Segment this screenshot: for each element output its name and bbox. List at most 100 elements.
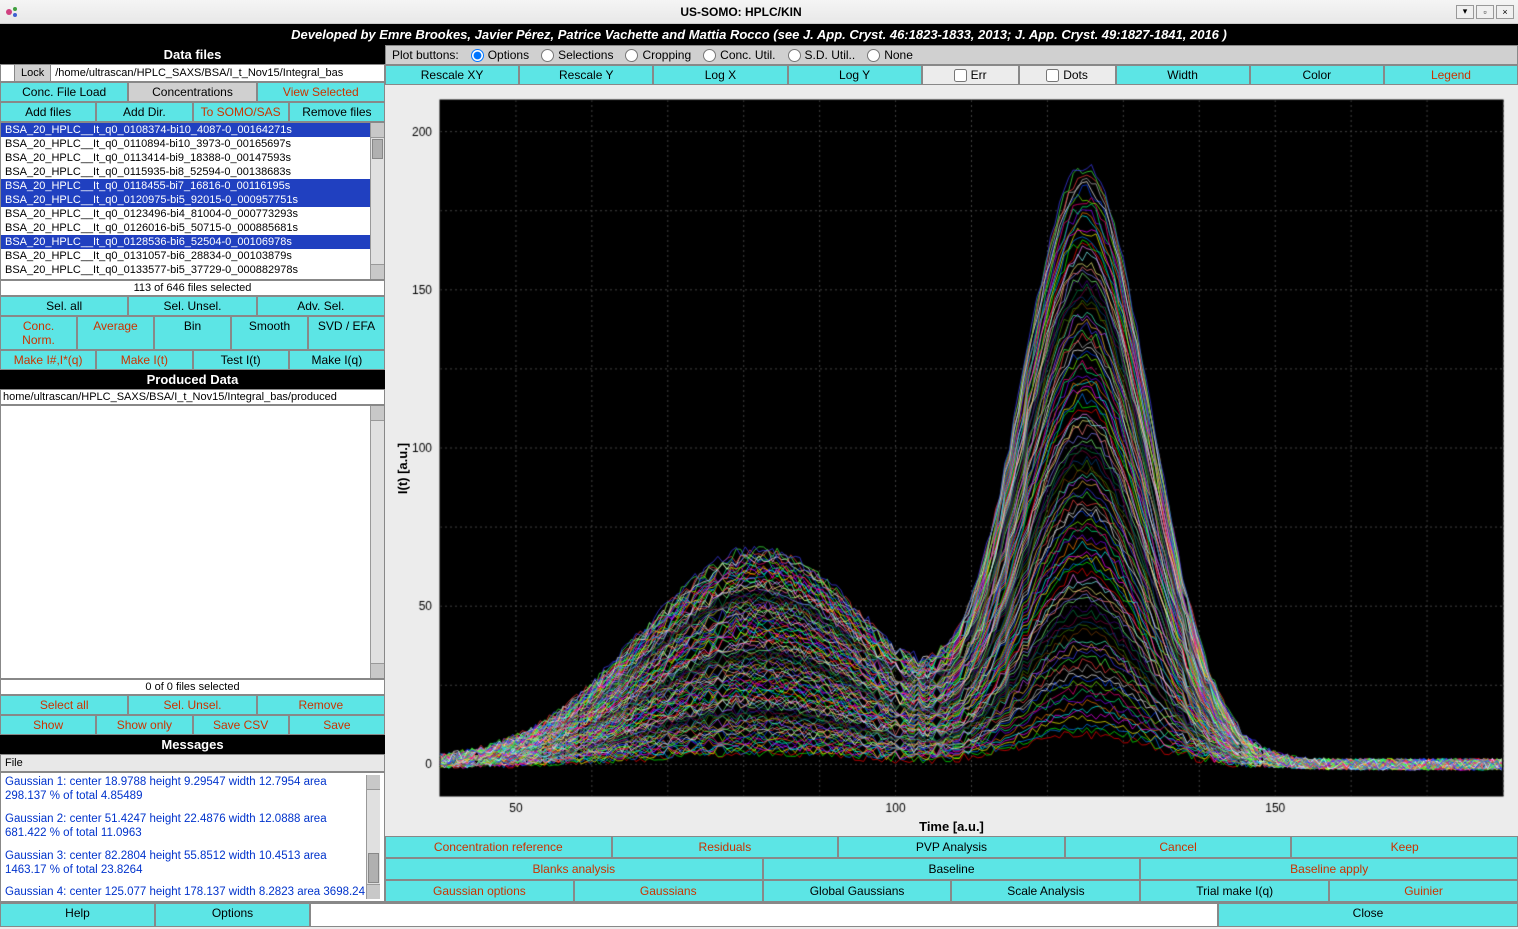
file-item[interactable]: BSA_20_HPLC__It_q0_0128536-bi6_52504-0_0…: [1, 235, 384, 249]
scale-button[interactable]: Scale Analysis: [951, 880, 1140, 902]
keep-button[interactable]: Keep: [1291, 836, 1518, 858]
adv-sel-button[interactable]: Adv. Sel.: [257, 296, 385, 316]
show-button[interactable]: Show: [0, 715, 96, 735]
err-checkbox[interactable]: Err: [922, 65, 1019, 85]
message-line: Gaussian 1: center 18.9788 height 9.2954…: [5, 775, 380, 804]
plot-buttons-label: Plot buttons:: [392, 48, 459, 62]
produced-select-all-button[interactable]: Select all: [0, 695, 128, 715]
baseline-apply-button[interactable]: Baseline apply: [1140, 858, 1518, 880]
pvp-button[interactable]: PVP Analysis: [838, 836, 1065, 858]
messages-scrollbar[interactable]: [366, 775, 380, 899]
cancel-button[interactable]: Cancel: [1065, 836, 1292, 858]
messages-file-menu[interactable]: File: [0, 754, 385, 772]
message-line: Gaussian 4: center 125.077 height 178.13…: [5, 885, 380, 902]
file-item[interactable]: BSA_20_HPLC__It_q0_0110894-bi10_3973-0_0…: [1, 137, 384, 151]
baseline-button[interactable]: Baseline: [763, 858, 1141, 880]
add-files-button[interactable]: Add files: [0, 102, 96, 122]
smooth-button[interactable]: Smooth: [231, 316, 308, 350]
lock-button[interactable]: Lock: [15, 65, 51, 81]
save-csv-button[interactable]: Save CSV: [193, 715, 289, 735]
make-it-button[interactable]: Make I(t): [96, 350, 192, 370]
footer-status-input[interactable]: [310, 903, 1218, 927]
file-item[interactable]: BSA_20_HPLC__It_q0_0136097-bi4_06387-0_0…: [1, 277, 384, 280]
legend-button[interactable]: Legend: [1384, 65, 1518, 85]
log-y-button[interactable]: Log Y: [788, 65, 922, 85]
log-x-button[interactable]: Log X: [653, 65, 787, 85]
rescale-y-button[interactable]: Rescale Y: [519, 65, 653, 85]
produced-list[interactable]: [0, 405, 385, 679]
test-it-button[interactable]: Test I(t): [193, 350, 289, 370]
titlebar: US-SOMO: HPLC/KIN ▾ ▫ ×: [0, 0, 1518, 24]
produced-scrollbar[interactable]: [370, 406, 384, 678]
close-button[interactable]: ×: [1496, 5, 1514, 19]
make-ihash-button[interactable]: Make I#,I*(q): [0, 350, 96, 370]
produced-header: Produced Data: [0, 370, 385, 389]
file-item[interactable]: BSA_20_HPLC__It_q0_0131057-bi6_28834-0_0…: [1, 249, 384, 263]
path-input[interactable]: [51, 65, 384, 81]
conc-util-radio[interactable]: Conc. Util.: [703, 48, 775, 62]
file-item[interactable]: BSA_20_HPLC__It_q0_0115935-bi8_52594-0_0…: [1, 165, 384, 179]
file-item[interactable]: BSA_20_HPLC__It_q0_0133577-bi5_37729-0_0…: [1, 263, 384, 277]
close-app-button[interactable]: Close: [1218, 903, 1518, 927]
cropping-radio[interactable]: Cropping: [625, 48, 691, 62]
dots-checkbox[interactable]: Dots: [1019, 65, 1116, 85]
remove-files-button[interactable]: Remove files: [289, 102, 385, 122]
file-status: 113 of 646 files selected: [0, 280, 385, 296]
rescale-xy-button[interactable]: Rescale XY: [385, 65, 519, 85]
produced-remove-button[interactable]: Remove: [257, 695, 385, 715]
blanks-button[interactable]: Blanks analysis: [385, 858, 763, 880]
conc-ref-button[interactable]: Concentration reference: [385, 836, 612, 858]
window-controls: ▾ ▫ ×: [1456, 5, 1514, 19]
file-item[interactable]: BSA_20_HPLC__It_q0_0120975-bi5_92015-0_0…: [1, 193, 384, 207]
lock-checkbox[interactable]: [1, 65, 15, 81]
sel-unsel-button[interactable]: Sel. Unsel.: [128, 296, 256, 316]
path-row: Lock: [0, 64, 385, 82]
file-item[interactable]: BSA_20_HPLC__It_q0_0118455-bi7_16816-0_0…: [1, 179, 384, 193]
width-button[interactable]: Width: [1116, 65, 1250, 85]
bin-button[interactable]: Bin: [154, 316, 231, 350]
file-list[interactable]: BSA_20_HPLC__It_q0_0108374-bi10_4087-0_0…: [0, 122, 385, 280]
none-radio[interactable]: None: [867, 48, 913, 62]
residuals-button[interactable]: Residuals: [612, 836, 839, 858]
plot-controls-row: Rescale XY Rescale Y Log X Log Y Err Dot…: [385, 65, 1518, 85]
plot-buttons-row: Plot buttons: Options Selections Croppin…: [385, 45, 1518, 65]
chart-canvas[interactable]: [385, 85, 1518, 836]
bottom-buttons: Concentration reference Residuals PVP An…: [385, 836, 1518, 902]
svd-efa-button[interactable]: SVD / EFA: [308, 316, 385, 350]
minimize-button[interactable]: ▾: [1456, 5, 1474, 19]
options-button[interactable]: Options: [155, 903, 310, 927]
sd-util-radio[interactable]: S.D. Util..: [788, 48, 856, 62]
gaussians-button[interactable]: Gaussians: [574, 880, 763, 902]
add-dir-button[interactable]: Add Dir.: [96, 102, 192, 122]
gauss-opt-button[interactable]: Gaussian options: [385, 880, 574, 902]
chart-area[interactable]: I(t) [a.u.] Time [a.u.]: [385, 85, 1518, 836]
make-iq-button[interactable]: Make I(q): [289, 350, 385, 370]
options-radio[interactable]: Options: [471, 48, 529, 62]
file-item[interactable]: BSA_20_HPLC__It_q0_0126016-bi5_50715-0_0…: [1, 221, 384, 235]
file-list-scrollbar[interactable]: [370, 123, 384, 279]
to-somo-button[interactable]: To SOMO/SAS: [193, 102, 289, 122]
file-item[interactable]: BSA_20_HPLC__It_q0_0113414-bi9_18388-0_0…: [1, 151, 384, 165]
save-button[interactable]: Save: [289, 715, 385, 735]
data-files-header: Data files: [0, 45, 385, 64]
y-axis-label: I(t) [a.u.]: [395, 442, 410, 493]
color-button[interactable]: Color: [1250, 65, 1384, 85]
sel-all-button[interactable]: Sel. all: [0, 296, 128, 316]
guinier-button[interactable]: Guinier: [1329, 880, 1518, 902]
concentrations-button[interactable]: Concentrations: [128, 82, 256, 102]
messages-header: Messages: [0, 735, 385, 754]
messages-area[interactable]: Gaussian 1: center 18.9788 height 9.2954…: [0, 772, 385, 902]
average-button[interactable]: Average: [77, 316, 154, 350]
maximize-button[interactable]: ▫: [1476, 5, 1494, 19]
produced-sel-unsel-button[interactable]: Sel. Unsel.: [128, 695, 256, 715]
show-only-button[interactable]: Show only: [96, 715, 192, 735]
conc-file-load-button[interactable]: Conc. File Load: [0, 82, 128, 102]
help-button[interactable]: Help: [0, 903, 155, 927]
file-item[interactable]: BSA_20_HPLC__It_q0_0108374-bi10_4087-0_0…: [1, 123, 384, 137]
file-item[interactable]: BSA_20_HPLC__It_q0_0123496-bi4_81004-0_0…: [1, 207, 384, 221]
conc-norm-button[interactable]: Conc. Norm.: [0, 316, 77, 350]
trial-button[interactable]: Trial make I(q): [1140, 880, 1329, 902]
glob-gauss-button[interactable]: Global Gaussians: [763, 880, 952, 902]
view-selected-button[interactable]: View Selected: [257, 82, 385, 102]
selections-radio[interactable]: Selections: [541, 48, 613, 62]
